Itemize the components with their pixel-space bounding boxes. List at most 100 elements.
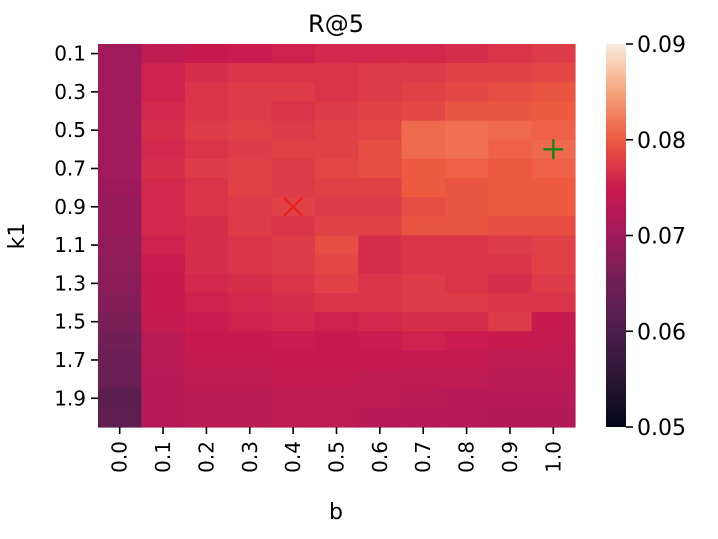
x-tick-label: 0.8 (455, 441, 479, 473)
heatmap-cell (271, 101, 316, 122)
heatmap-cell (184, 44, 229, 64)
y-tick-label: 0.7 (54, 156, 86, 180)
heatmap-cell (488, 407, 533, 428)
heatmap-cell (531, 350, 576, 371)
x-axis: 0.0 0.1 0.2 0.3 0.4 0.5 0.6 0.7 0.8 0.9 1.0 (108, 427, 565, 473)
heatmap-cell (358, 331, 403, 351)
heatmap-cell (141, 120, 186, 141)
heatmap-cell (488, 388, 533, 409)
heatmap-cell (141, 139, 186, 160)
heatmap-cell (184, 388, 229, 409)
heatmap-cell (314, 331, 359, 351)
heatmap-cell (314, 369, 359, 390)
heatmap-cell (358, 273, 403, 294)
heatmap-cell (531, 82, 576, 103)
colorbar-tick-label: 0.09 (637, 33, 686, 58)
heatmap-cell (358, 44, 403, 64)
heatmap-cell (401, 235, 446, 256)
heatmap-cell (358, 158, 403, 179)
heatmap-cell (271, 388, 316, 409)
heatmap-cell (358, 388, 403, 409)
heatmap-cell (531, 273, 576, 294)
heatmap-cell (444, 216, 489, 237)
heatmap-cell (488, 292, 533, 313)
heatmap-cell (184, 292, 229, 313)
heatmap-cell (444, 197, 489, 217)
heatmap-cell (531, 254, 576, 275)
heatmap-cell (184, 407, 229, 428)
heatmap-cell (444, 235, 489, 256)
x-tick-label: 0.0 (108, 441, 132, 473)
heatmap-cell (271, 369, 316, 390)
x-marker (283, 196, 303, 217)
heatmap-cell (358, 216, 403, 237)
heatmap-cell (184, 273, 229, 294)
heatmap-cell (98, 292, 142, 313)
heatmap-cell (401, 120, 446, 141)
heatmap-cell (141, 407, 186, 428)
heatmap-cell (228, 350, 273, 371)
heatmap-cell (98, 82, 142, 103)
heatmap-cell (98, 178, 142, 198)
colorbar-tick-label: 0.08 (637, 129, 686, 154)
heatmap-cell (531, 178, 576, 198)
heatmap-cell (401, 312, 446, 332)
heatmap-cell (444, 158, 489, 179)
heatmap-cell (444, 369, 489, 390)
heatmap-cell (184, 254, 229, 275)
heatmap-cell (98, 407, 142, 428)
heatmap-cell (98, 350, 142, 371)
heatmap-cell (488, 331, 533, 351)
heatmap-cell (401, 350, 446, 371)
heatmap-cell (488, 120, 533, 141)
heatmap-cell (98, 197, 142, 217)
heatmap-cell (444, 273, 489, 294)
heatmap-cell (488, 273, 533, 294)
heatmap-cell (228, 254, 273, 275)
heatmap-cell (488, 101, 533, 122)
heatmap-cell (141, 178, 186, 198)
heatmap-cell (314, 350, 359, 371)
heatmap-cell (141, 101, 186, 122)
chart-title: R@5 (308, 10, 364, 38)
heatmap-cell (141, 197, 186, 217)
heatmap-cell (141, 44, 186, 64)
markers (283, 139, 564, 217)
heatmap-cell (184, 312, 229, 332)
heatmap-cell (228, 178, 273, 198)
heatmap-cell (488, 44, 533, 64)
x-tick-label: 0.1 (151, 441, 175, 473)
heatmap-cell (531, 407, 576, 428)
heatmap-cell (358, 101, 403, 122)
heatmap-cell (444, 139, 489, 160)
heatmap-cell (444, 44, 489, 64)
heatmap-cell (488, 158, 533, 179)
y-tick-label: 0.5 (54, 118, 86, 142)
heatmap-cell (488, 216, 533, 237)
heatmap-cell (531, 235, 576, 256)
heatmap-cell (271, 120, 316, 141)
heatmap-cell (444, 178, 489, 198)
heatmap-cell (314, 139, 359, 160)
heatmap-cell (228, 44, 273, 64)
heatmap-cell (98, 312, 142, 332)
heatmap-cell (228, 407, 273, 428)
heatmap-cell (141, 63, 186, 83)
heatmap-cell (401, 388, 446, 409)
heatmap-cell (401, 82, 446, 103)
heatmap-cell (184, 158, 229, 179)
y-tick-label: 1.1 (54, 233, 86, 257)
y-axis: 0.1 0.3 0.5 0.7 0.9 1.1 1.3 1.5 1.7 1.9 (54, 42, 98, 410)
heatmap-cell (141, 388, 186, 409)
heatmap-cell (314, 254, 359, 275)
heatmap-cell (228, 292, 273, 313)
heatmap-cell (314, 120, 359, 141)
y-tick-label: 0.3 (54, 80, 86, 104)
heatmap-cell (358, 63, 403, 83)
heatmap-cell (401, 273, 446, 294)
heatmap-cell (488, 312, 533, 332)
heatmap-cell (358, 197, 403, 217)
heatmap-cell (314, 197, 359, 217)
heatmap-cell (444, 312, 489, 332)
heatmap-cell (401, 331, 446, 351)
